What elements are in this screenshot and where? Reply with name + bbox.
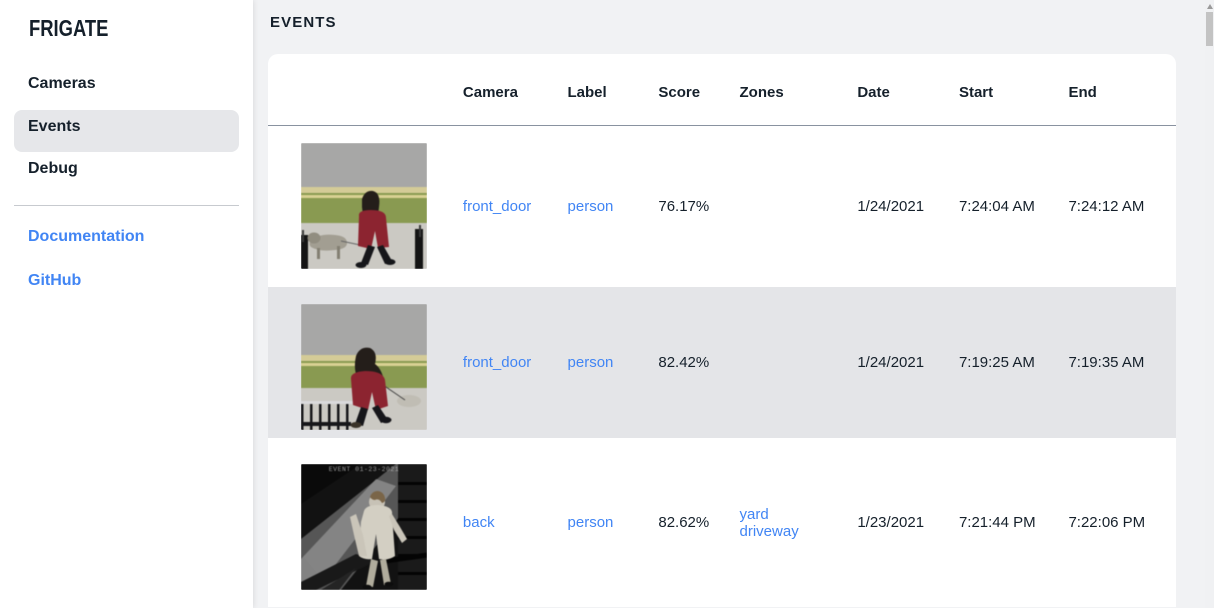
svg-text:EVENT 01-23-2021: EVENT 01-23-2021 <box>329 466 399 473</box>
